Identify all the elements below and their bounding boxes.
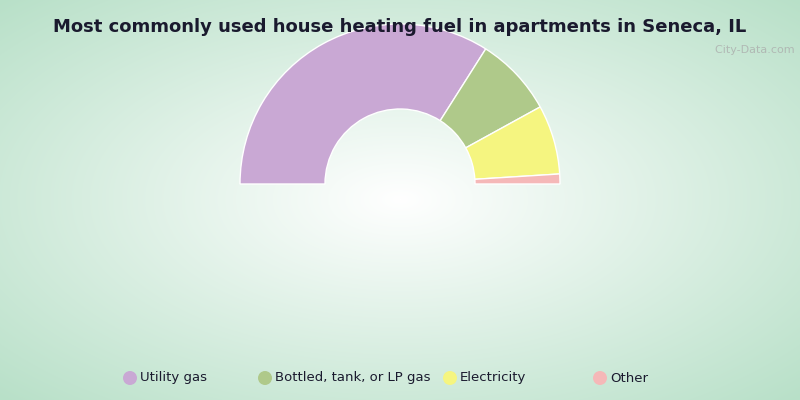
Text: Most commonly used house heating fuel in apartments in Seneca, IL: Most commonly used house heating fuel in… [54,18,746,36]
Ellipse shape [123,371,137,385]
Text: Utility gas: Utility gas [140,372,207,384]
Wedge shape [440,49,540,148]
Ellipse shape [258,371,272,385]
Wedge shape [475,174,560,184]
Wedge shape [466,107,560,179]
Ellipse shape [443,371,457,385]
Text: City-Data.com: City-Data.com [708,45,795,55]
Ellipse shape [593,371,607,385]
Text: Other: Other [610,372,648,384]
Text: Electricity: Electricity [460,372,526,384]
Text: Bottled, tank, or LP gas: Bottled, tank, or LP gas [275,372,430,384]
Wedge shape [240,24,486,184]
